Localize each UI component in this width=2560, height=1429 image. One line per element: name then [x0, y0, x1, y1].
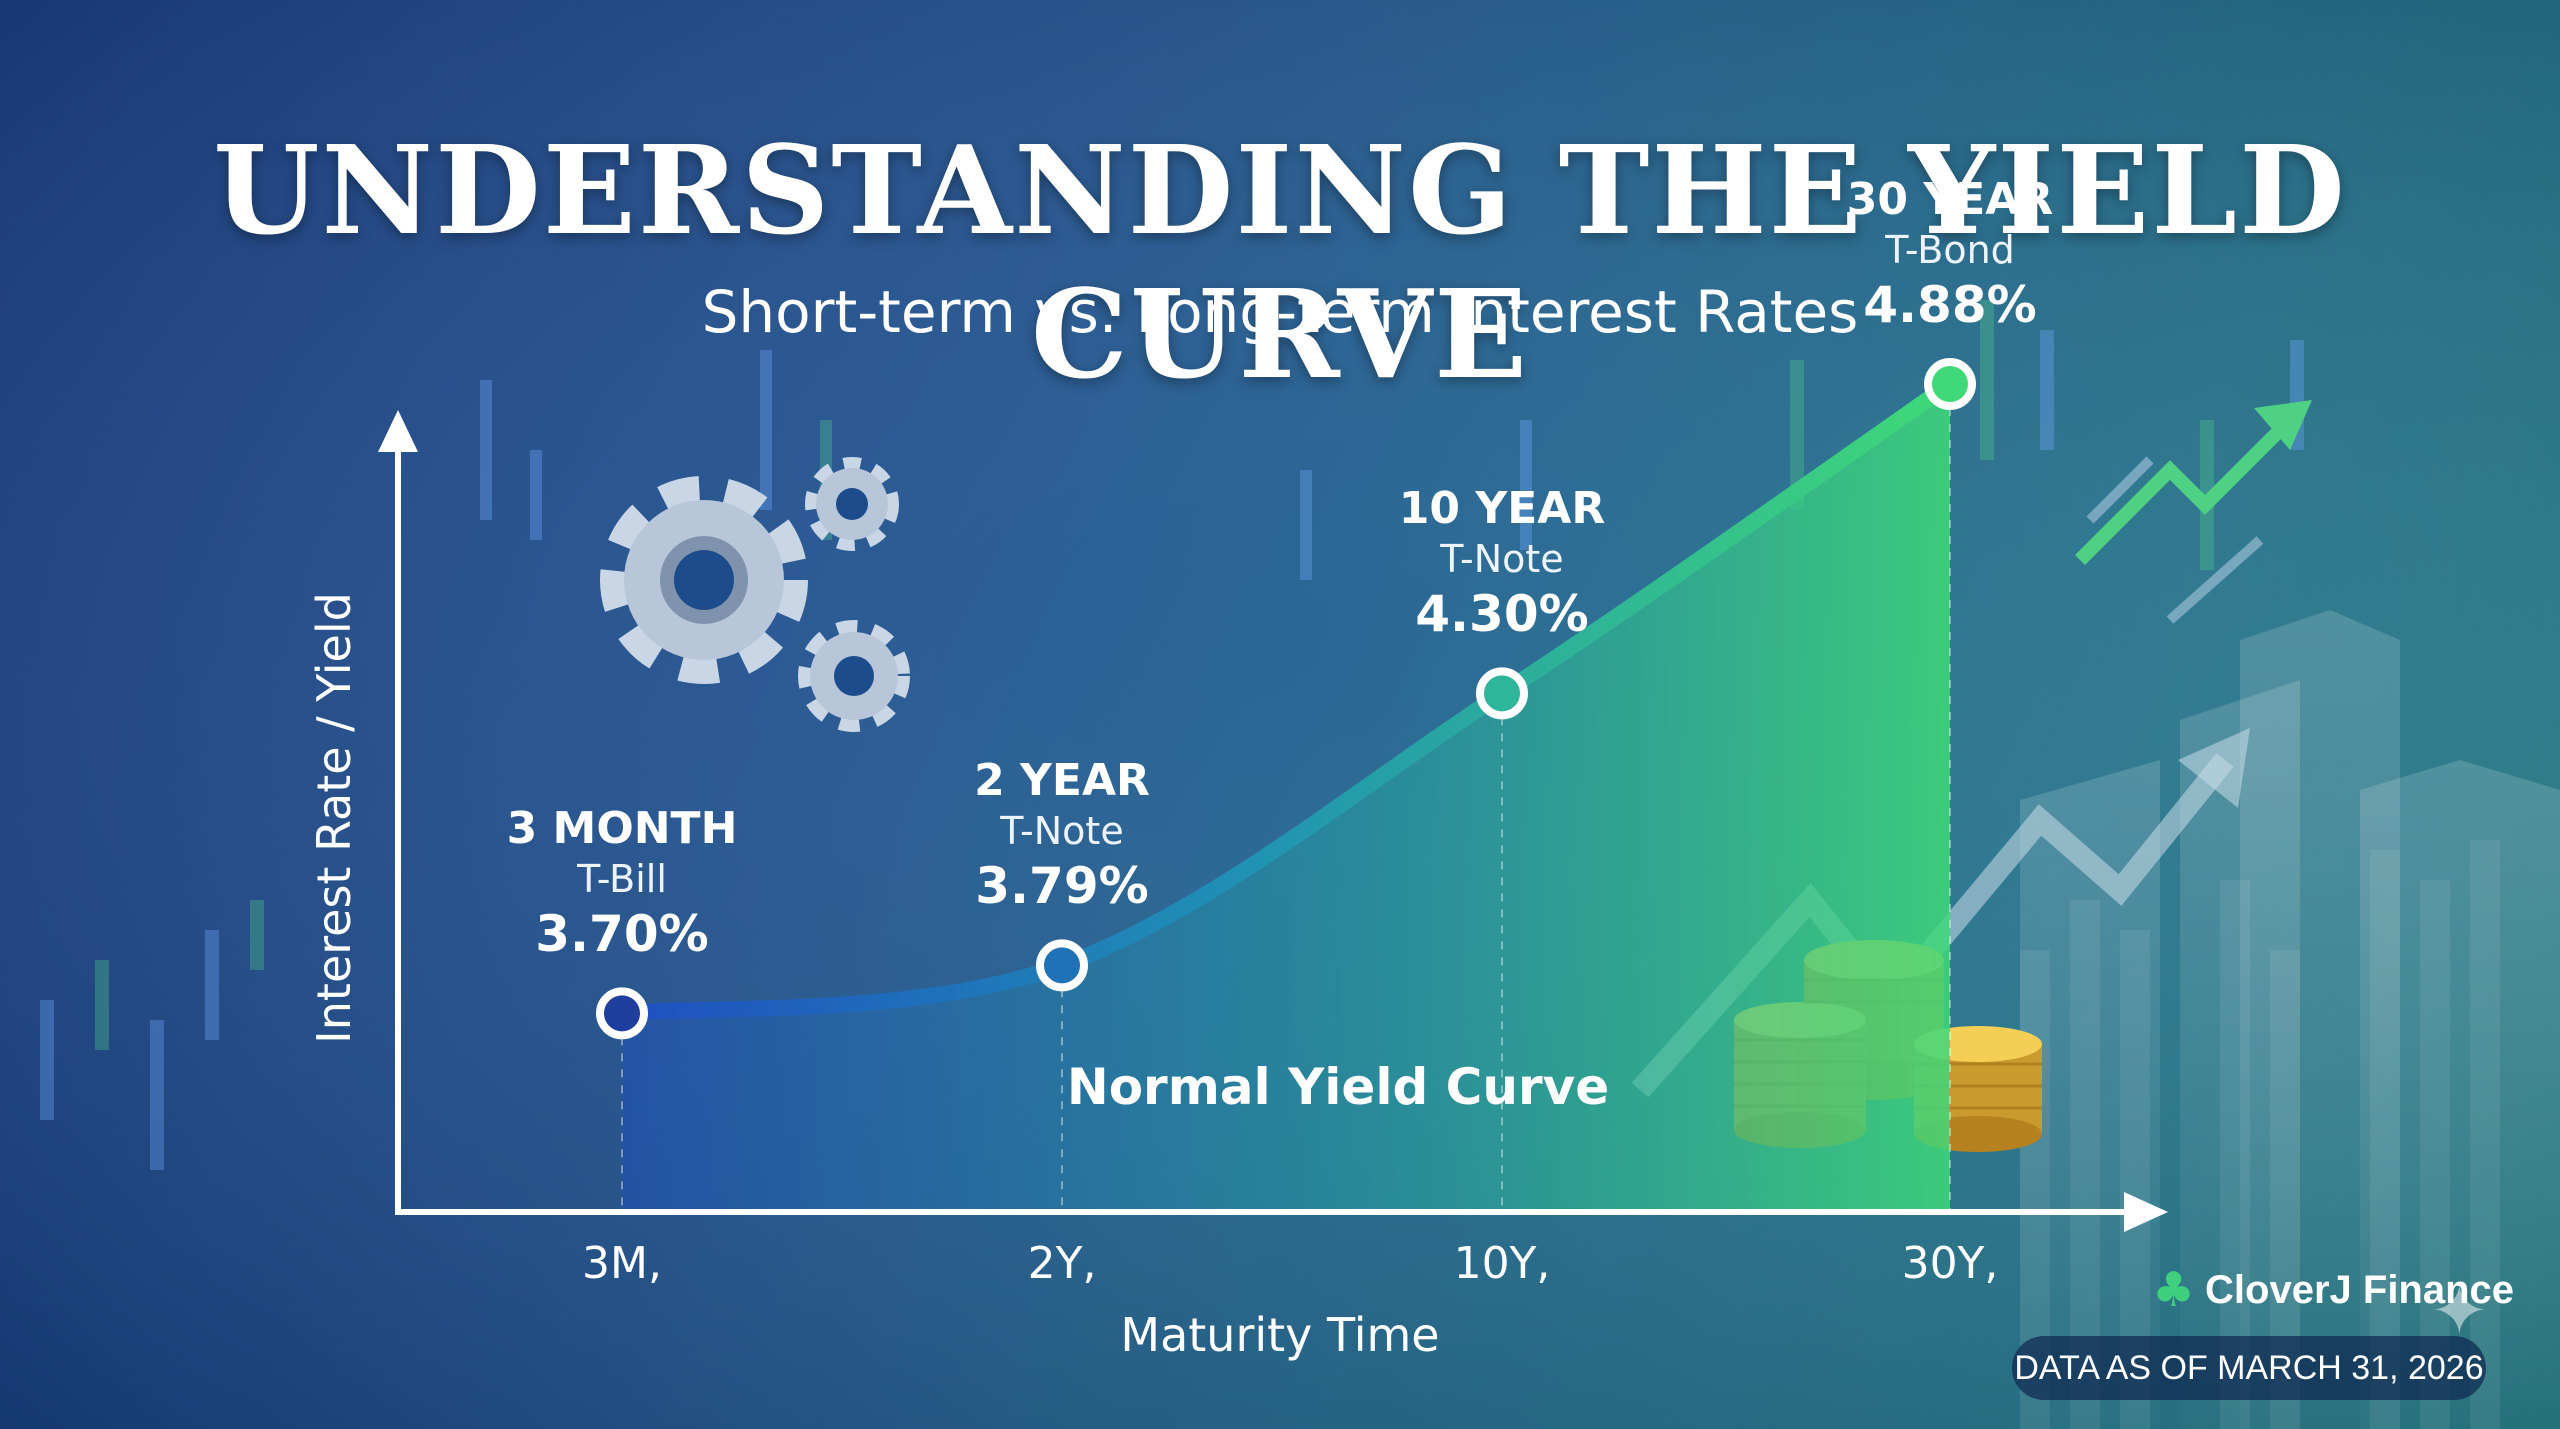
- data-label-instrument: T-Bond: [1885, 228, 2015, 272]
- data-label-3-month: 3 MONTH T-Bill 3.70%: [507, 803, 738, 965]
- data-label-instrument: T-Bill: [577, 857, 667, 902]
- data-label-instrument: T-Note: [1000, 809, 1124, 854]
- brand-name: CloverJ Finance: [2205, 1267, 2515, 1312]
- x-tick-label: 10Y,: [1453, 1238, 1551, 1289]
- y-axis: [378, 410, 418, 1214]
- data-label-value: 3.70%: [535, 905, 709, 964]
- x-tick-label: 3M,: [582, 1238, 662, 1289]
- data-label-2-year: 2 YEAR T-Note 3.79%: [974, 755, 1150, 917]
- series-label: Normal Yield Curve: [1066, 1058, 1610, 1116]
- data-label-term: 30 YEAR: [1846, 174, 2054, 225]
- gears-icon: [600, 457, 910, 732]
- x-tick-label: 30Y,: [1901, 1238, 1999, 1289]
- data-point: [596, 987, 648, 1040]
- data-label-term: 3 MONTH: [506, 803, 738, 855]
- x-axis-label: Maturity Time: [1120, 1308, 1440, 1362]
- data-label-term: 2 YEAR: [974, 755, 1150, 807]
- brand: ♣ CloverJ Finance: [2152, 1262, 2514, 1318]
- x-axis: [395, 1192, 2168, 1232]
- page-subtitle: Short-term vs. Long-term Interest Rates: [701, 278, 1859, 346]
- x-tick-label: 2Y,: [1027, 1238, 1097, 1289]
- data-label-instrument: T-Note: [1440, 537, 1564, 582]
- data-point: [1924, 358, 1976, 410]
- data-label-10-year: 10 YEAR T-Note 4.30%: [1399, 483, 1605, 645]
- sparkle-icon: ✦: [2430, 1270, 2489, 1352]
- data-label-term: 10 YEAR: [1398, 483, 1606, 535]
- y-axis-label: Interest Rate / Yield: [307, 592, 361, 1044]
- data-point: [1476, 667, 1528, 720]
- data-label-value: 4.30%: [1415, 585, 1589, 644]
- data-point: [1036, 939, 1088, 992]
- clover-icon: ♣: [2152, 1262, 2196, 1318]
- data-label-value: 3.79%: [975, 857, 1149, 916]
- yield-area: [622, 384, 1950, 1212]
- page-title: UNDERSTANDING THE YIELD CURVE: [213, 118, 2347, 406]
- background-buildings: [2020, 610, 2560, 1429]
- data-label-value: 4.88%: [1863, 276, 2037, 334]
- data-label-30-year: 30 YEAR T-Bond 4.88%: [1847, 174, 2053, 336]
- date-badge: DATA AS OF MARCH 31, 2026: [2012, 1336, 2486, 1400]
- yield-curve-line: [614, 376, 1958, 1022]
